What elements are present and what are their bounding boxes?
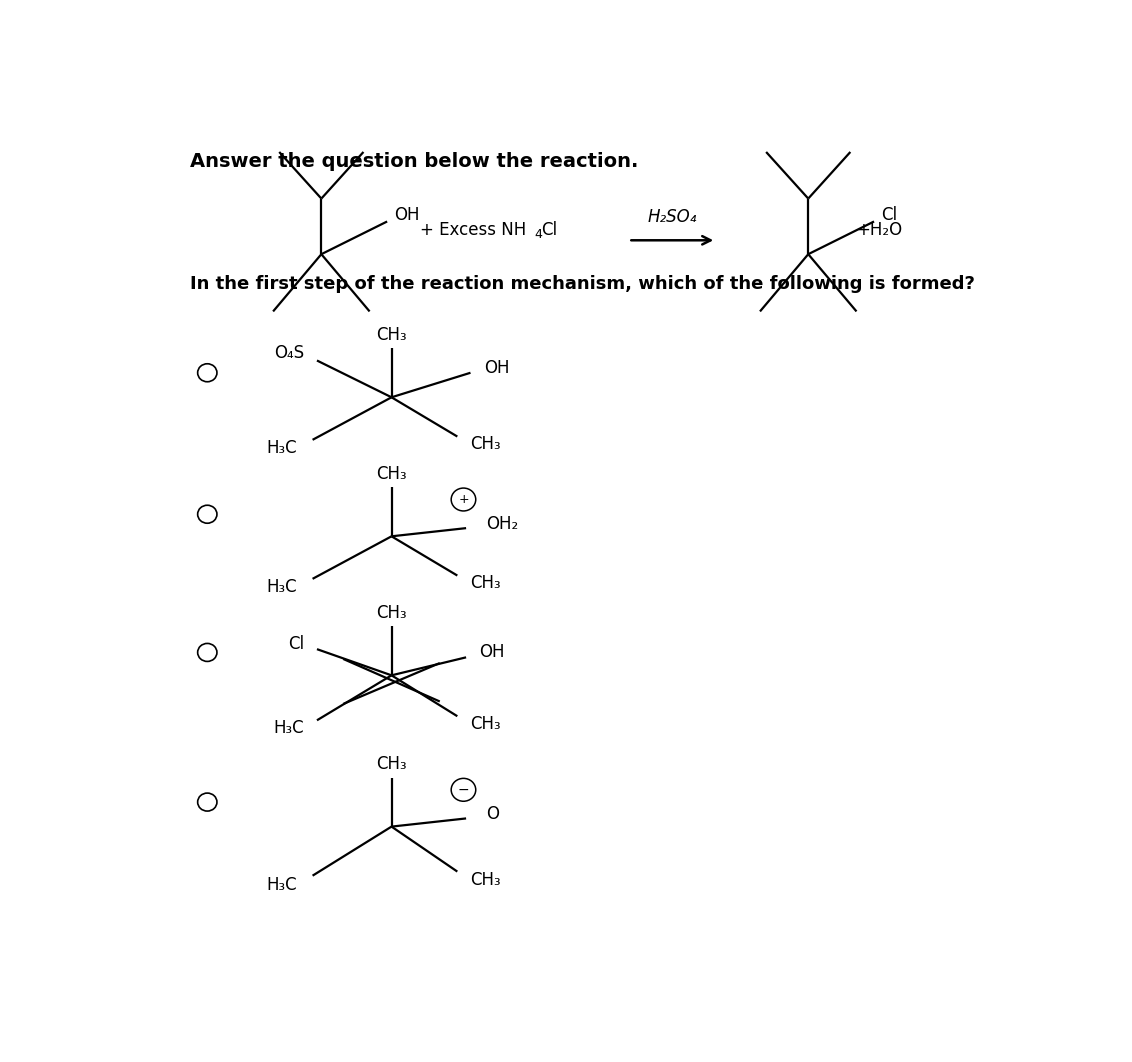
Text: CH₃: CH₃ bbox=[471, 435, 501, 452]
Text: −: − bbox=[457, 783, 470, 796]
Text: O: O bbox=[487, 805, 499, 823]
Text: CH₃: CH₃ bbox=[471, 573, 501, 592]
Text: H₃C: H₃C bbox=[273, 719, 303, 737]
Text: CH₃: CH₃ bbox=[376, 465, 406, 483]
Text: H₂SO₄: H₂SO₄ bbox=[648, 208, 697, 226]
Text: OH: OH bbox=[479, 644, 505, 662]
Text: Cl: Cl bbox=[541, 221, 558, 239]
Text: OH: OH bbox=[394, 206, 420, 224]
Text: 4: 4 bbox=[534, 228, 542, 241]
Text: +: + bbox=[458, 493, 469, 506]
Text: OH₂: OH₂ bbox=[487, 515, 518, 533]
Text: Answer the question below the reaction.: Answer the question below the reaction. bbox=[190, 152, 638, 171]
Text: CH₃: CH₃ bbox=[471, 716, 501, 734]
Text: CH₃: CH₃ bbox=[376, 755, 406, 773]
Text: CH₃: CH₃ bbox=[471, 871, 501, 889]
Text: H₃C: H₃C bbox=[266, 578, 297, 596]
Text: +H₂O: +H₂O bbox=[857, 221, 902, 239]
Text: Cl: Cl bbox=[288, 635, 303, 653]
Text: Cl: Cl bbox=[881, 206, 898, 224]
Text: + Excess NH: + Excess NH bbox=[420, 221, 526, 239]
Text: H₃C: H₃C bbox=[266, 876, 297, 894]
Text: In the first step of the reaction mechanism, which of the following is formed?: In the first step of the reaction mechan… bbox=[190, 275, 975, 293]
Text: O₄S: O₄S bbox=[274, 344, 303, 362]
Text: OH: OH bbox=[483, 359, 509, 377]
Text: CH₃: CH₃ bbox=[376, 604, 406, 622]
Text: CH₃: CH₃ bbox=[376, 326, 406, 344]
Text: H₃C: H₃C bbox=[266, 439, 297, 457]
